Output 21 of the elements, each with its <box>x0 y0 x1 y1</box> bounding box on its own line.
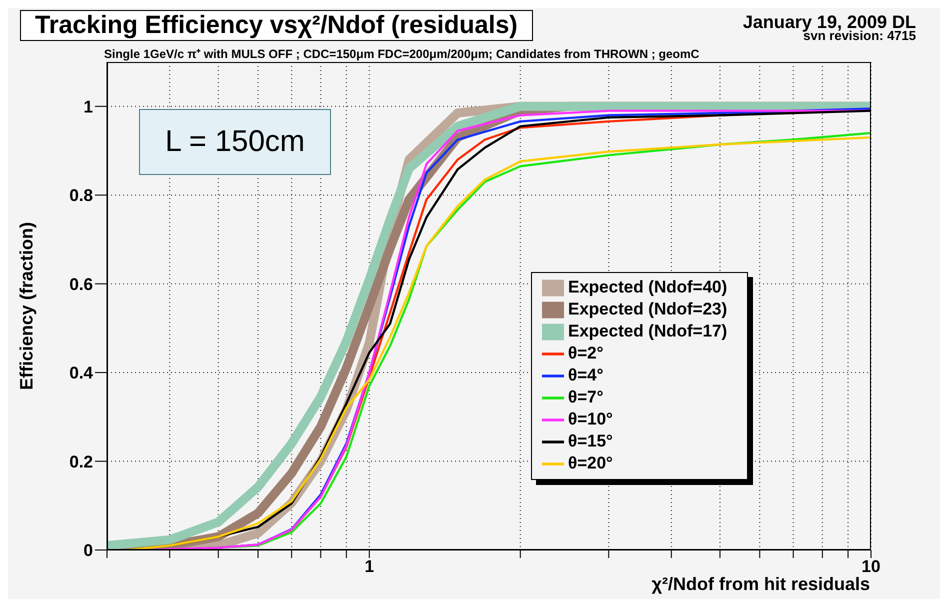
y-tick-label: 1 <box>84 97 93 116</box>
y-tick-label: 0.2 <box>69 452 93 472</box>
x-tick-label: 10 <box>862 557 880 576</box>
y-tick-label: 0 <box>84 541 93 560</box>
chart-subtitle: Single 1GeV/c π⁺ with MULS OFF ; CDC=150μm FDC=200μm/200μm; Candidates from THROWN ; geomC <box>104 46 700 62</box>
annotation: L = 150cm <box>139 109 331 175</box>
legend-label: θ=4° <box>568 365 604 384</box>
x-axis-title: χ²/Ndof from hit residuals <box>652 574 870 595</box>
chart-title: Tracking Efficiency vsχ²/Ndof (residuals) <box>20 10 533 41</box>
y-tick-label: 0.4 <box>69 364 94 383</box>
legend-label: θ=15° <box>568 431 613 450</box>
legend-label: Expected (Ndof=40) <box>568 277 728 296</box>
legend-label: θ=7° <box>568 387 604 406</box>
y-tick-label: 0.8 <box>69 186 93 206</box>
legend-label: Expected (Ndof=17) <box>568 321 728 340</box>
legend-label: θ=10° <box>568 409 613 428</box>
y-axis-title: Efficiency (fraction) <box>16 222 36 390</box>
legend-label: θ=2° <box>568 343 604 362</box>
legend-label: Expected (Ndof=23) <box>568 299 728 318</box>
legend-label: θ=20° <box>568 453 613 472</box>
y-tick-label: 0.6 <box>69 274 93 294</box>
